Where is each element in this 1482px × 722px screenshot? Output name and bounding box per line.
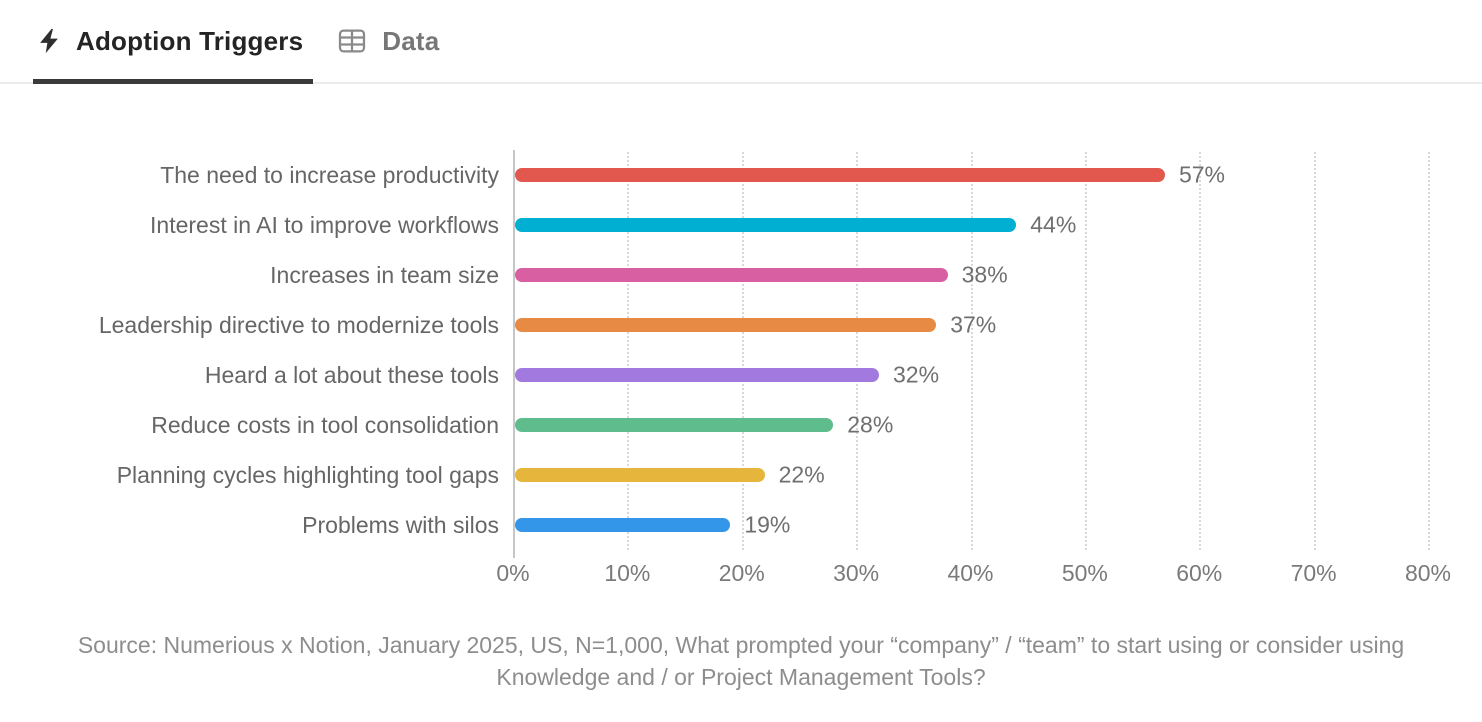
category-label: The need to increase productivity [160, 161, 499, 188]
bar-track: 19% [513, 500, 1428, 550]
tab-bar: Adoption Triggers Data [0, 0, 1482, 84]
bar [515, 168, 1165, 182]
category-label: Problems with silos [302, 511, 499, 538]
bar [515, 368, 879, 382]
bar-track: 22% [513, 450, 1428, 500]
x-tick-label: 40% [947, 560, 994, 586]
chart-row: Interest in AI to improve workflows 44% [0, 200, 1482, 250]
category-label: Increases in team size [270, 261, 499, 288]
bar-track: 37% [513, 300, 1428, 350]
source-caption: Source: Numerious x Notion, January 2025… [77, 632, 1405, 690]
bar-value-label: 38% [961, 261, 1008, 288]
bar-value-label: 22% [778, 461, 825, 488]
chart-row: Leadership directive to modernize tools 3… [0, 300, 1482, 350]
bar [515, 518, 731, 532]
chart-row: Heard a lot about these tools 32% [0, 350, 1482, 400]
category-label: Planning cycles highlighting tool gaps [116, 461, 499, 488]
bar-track: 44% [513, 200, 1428, 250]
category-label: Interest in AI to improve workflows [150, 211, 499, 238]
tab-label-adoption-triggers: Adoption Triggers [76, 25, 304, 56]
lightning-icon [35, 27, 63, 55]
x-tick-label: 70% [1290, 560, 1337, 586]
x-tick-label: 50% [1061, 560, 1108, 586]
tab-label-data: Data [382, 25, 440, 56]
chart-row: Problems with silos 19% [0, 500, 1482, 550]
bar-rows: The need to increase productivity 57% Inte… [0, 150, 1482, 558]
bar [515, 318, 937, 332]
tab-data[interactable]: Data [335, 0, 445, 82]
bar-value-label: 57% [1178, 161, 1225, 188]
table-icon [335, 25, 369, 57]
chart-row: Planning cycles highlighting tool gaps 22… [0, 450, 1482, 500]
chart-row: The need to increase productivity 57% [0, 150, 1482, 200]
x-tick-label: 0% [496, 560, 530, 586]
bar-value-label: 19% [744, 511, 791, 538]
bar-track: 28% [513, 400, 1428, 450]
x-tick-label: 60% [1176, 560, 1223, 586]
x-tick-label: 30% [833, 560, 880, 586]
x-axis-tick-labels: 0% 10% 20% 30% 40% 50% 60% 70% 80% [496, 560, 1451, 588]
bar [515, 418, 834, 432]
bar-value-label: 32% [893, 361, 940, 388]
bar [515, 218, 1017, 232]
bar-value-label: 37% [950, 311, 997, 338]
bar [515, 468, 765, 482]
bar-track: 32% [513, 350, 1428, 400]
bar-value-label: 28% [847, 411, 894, 438]
tab-adoption-triggers[interactable]: Adoption Triggers [32, 0, 314, 84]
bar-track: 57% [513, 150, 1428, 200]
category-label: Heard a lot about these tools [204, 361, 499, 388]
category-label: Leadership directive to modernize tools [98, 311, 499, 338]
x-tick-label: 10% [604, 560, 651, 586]
chart-row: Reduce costs in tool consolidation 28% [0, 400, 1482, 450]
x-tick-label: 20% [718, 560, 765, 586]
category-label: Reduce costs in tool consolidation [151, 411, 499, 438]
bar-chart: The need to increase productivity 57% Inte… [0, 150, 1482, 693]
bar [515, 268, 948, 282]
chart-row: Increases in team size 38% [0, 250, 1482, 300]
bar-track: 38% [513, 250, 1428, 300]
x-tick-label: 80% [1404, 560, 1452, 586]
bar-value-label: 44% [1030, 211, 1077, 238]
